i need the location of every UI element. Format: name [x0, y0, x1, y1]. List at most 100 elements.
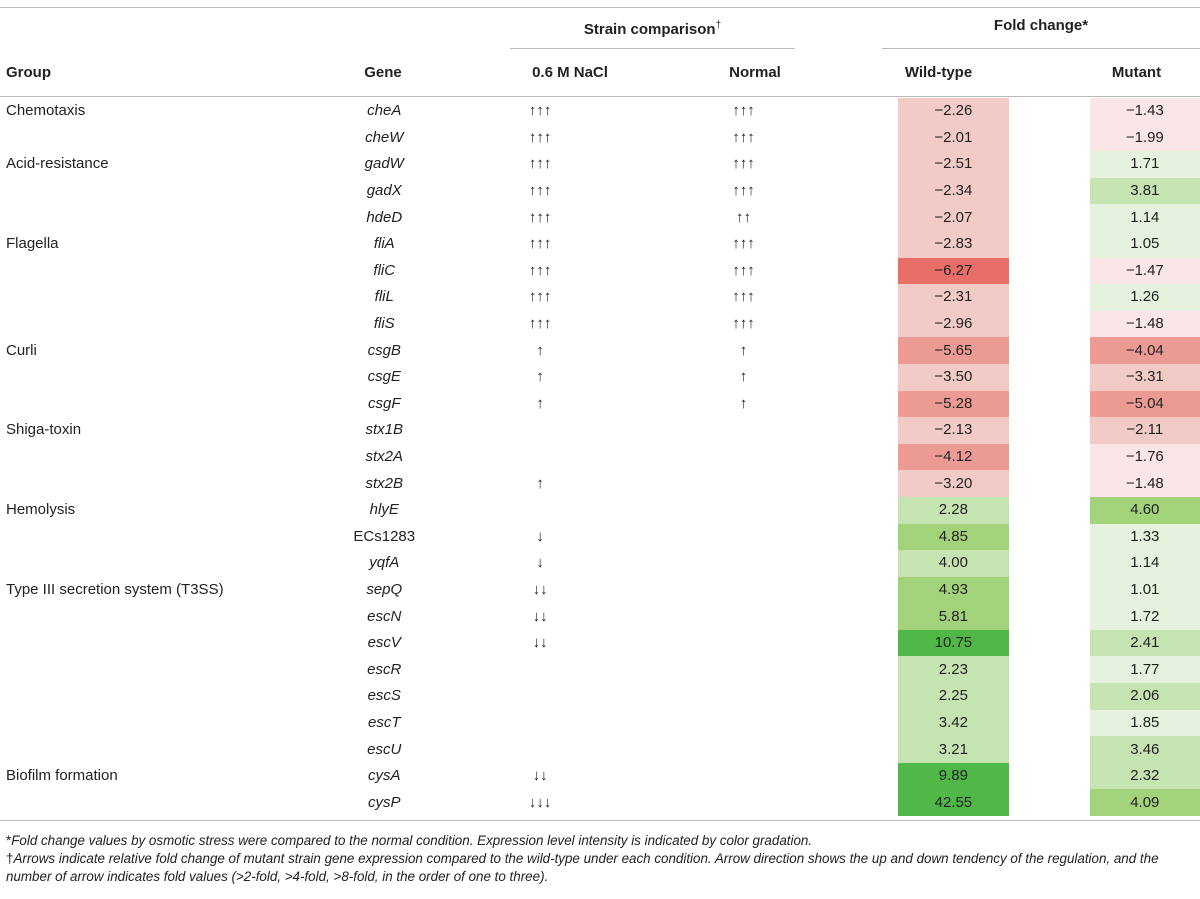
normal-arrow-cell: ↑↑↑: [732, 235, 755, 253]
table-row: csgF ↑ ↑ −5.28 −5.04: [0, 390, 1200, 418]
group-header: Group: [6, 64, 51, 81]
spacer: [1009, 231, 1090, 258]
nacl-arrow-cell: ↑↑↑: [528, 208, 552, 226]
wild-type-value-cell: −2.96: [898, 310, 1009, 338]
mutant-value-cell: 2.32: [1089, 762, 1200, 790]
group-cell: [0, 524, 287, 551]
table-row: escN ↓↓ 5.81 1.72: [0, 603, 1200, 630]
wild-type-value-cell: 10.75: [898, 629, 1009, 657]
mutant-value-cell: 1.26: [1089, 284, 1200, 311]
group-cell: [0, 789, 287, 816]
wild-type-header: Wild-type: [904, 64, 973, 81]
wild-type-value-cell: −2.51: [898, 151, 1009, 178]
table-row: ECs1283 ↓ 4.85 1.33: [0, 523, 1200, 551]
normal-arrow-cell: ↑: [739, 394, 748, 412]
table-row: escS 2.25 2.06: [0, 683, 1200, 710]
spacer: [1009, 311, 1090, 338]
spacer: [802, 284, 898, 311]
gene-cell: csgB: [367, 341, 401, 359]
group-cell: Shiga-toxin: [6, 421, 82, 439]
nacl-header: 0.6 M NaCl: [532, 64, 608, 81]
spacer: [1009, 391, 1090, 418]
spacer: [598, 710, 685, 737]
table-row: stx2A −4.12 −1.76: [0, 443, 1200, 471]
normal-arrow-cell: [685, 763, 802, 790]
spacer: [598, 630, 685, 657]
spacer: [598, 391, 685, 418]
footnote-arrow-mark: †: [6, 851, 14, 866]
normal-arrow-cell: ↑: [739, 341, 748, 359]
wild-type-value-cell: 2.23: [898, 656, 1009, 684]
nacl-arrow-cell: ↑↑↑: [528, 235, 552, 253]
wild-type-value-cell: 4.93: [898, 576, 1009, 604]
group-cell: [0, 656, 287, 683]
mutant-value-cell: −4.04: [1089, 337, 1200, 364]
normal-arrow-cell: [685, 470, 802, 497]
gene-expression-table: Chemotaxis cheA ↑↑↑ ↑↑↑ −2.26 −1.43 cheW ↑↑↑ ↑↑↑…: [0, 98, 1200, 817]
spacer: [1009, 763, 1090, 790]
table-row: escU 3.21 3.46: [0, 736, 1200, 763]
mutant-value-cell: −1.48: [1089, 310, 1200, 338]
nacl-arrow-cell: ↓: [536, 527, 544, 545]
mutant-value-cell: −1.99: [1089, 124, 1200, 152]
spacer: [598, 417, 685, 444]
wild-type-value-cell: 4.85: [898, 523, 1009, 551]
table-row: cheW ↑↑↑ ↑↑↑ −2.01 −1.99: [0, 124, 1200, 152]
spacer: [802, 258, 898, 285]
nacl-arrow-cell: ↑↑↑: [528, 102, 552, 120]
nacl-arrow-cell: [482, 417, 599, 444]
gene-cell: sepQ: [366, 580, 403, 598]
gene-cell: escV: [367, 634, 401, 652]
wild-type-value-cell: −3.20: [898, 470, 1009, 497]
spacer: [1009, 258, 1090, 285]
gene-cell: csgF: [367, 394, 401, 412]
nacl-arrow-cell: [482, 656, 599, 683]
group-cell: Acid-resistance: [6, 155, 109, 173]
spacer: [1009, 337, 1090, 364]
spacer: [1009, 364, 1090, 391]
group-cell: [0, 470, 287, 497]
gene-cell: yqfA: [369, 554, 400, 572]
mutant-value-cell: 2.41: [1089, 629, 1200, 657]
nacl-arrow-cell: [482, 444, 599, 471]
nacl-arrow-cell: ↑↑↑: [528, 288, 552, 306]
spacer: [598, 763, 685, 790]
spacer: [1009, 98, 1090, 125]
spacer: [598, 364, 685, 391]
mutant-value-cell: 1.77: [1089, 656, 1200, 684]
spacer: [802, 391, 898, 418]
mutant-value-cell: 4.09: [1089, 789, 1200, 817]
nacl-arrow-cell: ↑↑↑: [528, 155, 552, 173]
table-row: Chemotaxis cheA ↑↑↑ ↑↑↑ −2.26 −1.43: [0, 98, 1200, 125]
gene-cell: csgE: [367, 368, 401, 386]
normal-arrow-cell: ↑↑↑: [732, 182, 755, 200]
table-row: stx2B ↑ −3.20 −1.48: [0, 470, 1200, 497]
group-cell: [0, 125, 287, 152]
mutant-value-cell: 1.72: [1089, 603, 1200, 630]
normal-arrow-cell: [685, 736, 802, 763]
spacer: [598, 98, 685, 125]
normal-header: Normal: [729, 64, 781, 81]
group-cell: [0, 311, 287, 338]
wild-type-value-cell: −2.26: [898, 98, 1009, 125]
spacer: [802, 630, 898, 657]
mutant-value-cell: 3.46: [1089, 736, 1200, 763]
normal-arrow-cell: [685, 710, 802, 737]
mutant-value-cell: 1.14: [1089, 204, 1200, 231]
group-cell: Hemolysis: [6, 501, 76, 519]
mutant-value-cell: 3.81: [1089, 177, 1200, 205]
spacer: [598, 444, 685, 471]
spacer: [802, 364, 898, 391]
spacer: [598, 311, 685, 338]
spacer: [598, 789, 685, 816]
footnote-arrows: †Arrows indicate relative fold change of…: [6, 850, 1196, 886]
spacer: [1009, 444, 1090, 471]
fold-change-rule: [882, 48, 1200, 49]
group-cell: [0, 258, 287, 285]
table-row: fliL ↑↑↑ ↑↑↑ −2.31 1.26: [0, 284, 1200, 311]
mutant-value-cell: 4.60: [1089, 496, 1200, 524]
spacer: [1009, 125, 1090, 152]
group-cell: Chemotaxis: [6, 102, 86, 120]
group-cell: [0, 630, 287, 657]
spacer: [1009, 710, 1090, 737]
